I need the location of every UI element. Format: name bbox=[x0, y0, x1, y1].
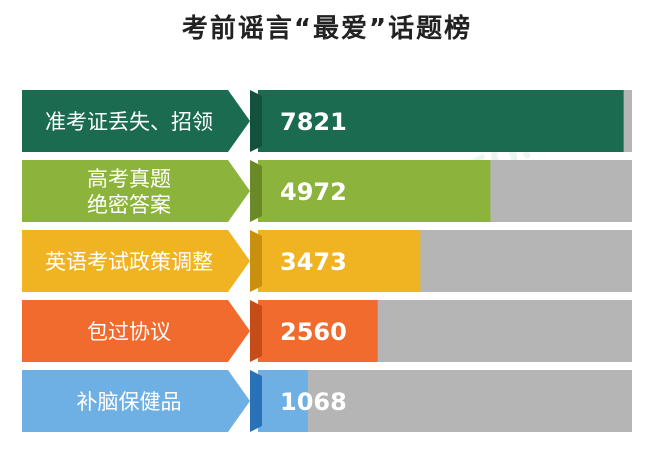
category-label-box bbox=[22, 230, 250, 292]
category-label: 包过协议 bbox=[87, 320, 171, 344]
category-label: 准考证丢失、招领 bbox=[45, 110, 213, 134]
bar-fold bbox=[250, 230, 262, 292]
category-label: 高考真题 bbox=[87, 167, 171, 191]
value-label: 7821 bbox=[280, 108, 347, 136]
bar-2 bbox=[258, 160, 491, 222]
bar-5 bbox=[258, 370, 308, 432]
bar-track bbox=[258, 370, 632, 432]
category-label: 绝密答案 bbox=[87, 193, 171, 217]
bar-1 bbox=[258, 90, 624, 152]
value-label: 2560 bbox=[280, 318, 347, 346]
bar-fold bbox=[250, 300, 262, 362]
category-label: 英语考试政策调整 bbox=[45, 250, 213, 274]
category-label-box bbox=[22, 370, 250, 432]
category-label-box bbox=[22, 300, 250, 362]
chart-title: 考前谣言“最爱”话题榜 bbox=[181, 14, 473, 44]
category-label-box bbox=[22, 160, 250, 222]
bar-fold bbox=[250, 370, 262, 432]
bar-4 bbox=[258, 300, 378, 362]
value-label: 1068 bbox=[280, 388, 347, 416]
bar-3 bbox=[258, 230, 421, 292]
value-label: 4972 bbox=[280, 178, 347, 206]
bar-fold bbox=[250, 90, 262, 152]
bar-fold bbox=[250, 160, 262, 222]
category-label-box bbox=[22, 90, 250, 152]
category-label: 补脑保健品 bbox=[77, 390, 182, 414]
value-label: 3473 bbox=[280, 248, 347, 276]
